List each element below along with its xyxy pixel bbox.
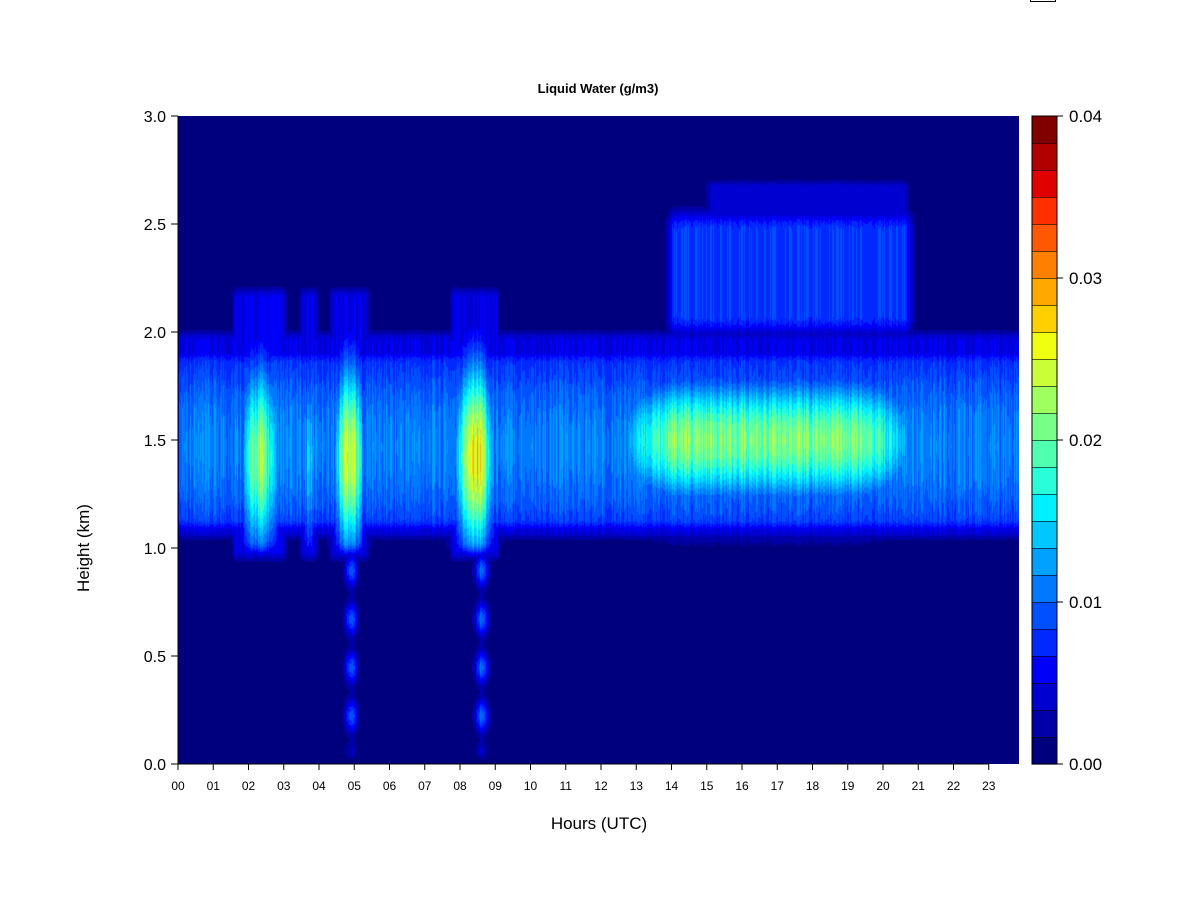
y-tick-label: 0.0 <box>144 757 166 774</box>
colorbar: 0.00 0.01 0.02 0.03 0.04 <box>1031 107 1102 774</box>
x-tick-label: 11 <box>560 779 573 793</box>
colorbar-tick-label: 0.04 <box>1069 107 1102 126</box>
chart-title: Liquid Water (g/m3) <box>538 81 659 96</box>
colorbar-segment <box>1031 682 1058 711</box>
colorbar-segment <box>1031 115 1058 144</box>
colorbar-segment <box>1031 331 1058 360</box>
y-tick-label: 0.5 <box>144 649 166 666</box>
plot-area <box>178 116 1019 764</box>
colorbar-segment <box>1031 223 1058 252</box>
colorbar-segment <box>1031 412 1058 441</box>
x-tick-label: 01 <box>207 779 221 793</box>
x-tick-label: 21 <box>912 779 926 793</box>
x-tick-label: 17 <box>771 779 785 793</box>
y-tick-label: 2.0 <box>144 325 166 342</box>
x-axis-title: Hours (UTC) <box>551 814 647 833</box>
corner-mark <box>1030 0 1056 2</box>
x-tick-label: 22 <box>947 779 961 793</box>
colorbar-segment <box>1031 250 1058 279</box>
x-tick-label: 07 <box>418 779 432 793</box>
y-tick-label: 1.5 <box>144 433 166 450</box>
colorbar-segment <box>1031 277 1058 306</box>
heatmap-field <box>178 116 1019 764</box>
x-tick-label: 18 <box>806 779 820 793</box>
x-axis: 00 01 02 03 04 05 06 07 08 09 10 11 12 13 14 15 16 17 18 19… <box>171 763 996 793</box>
x-tick-label: 14 <box>665 779 679 793</box>
colorbar-segment <box>1031 547 1058 576</box>
colorbar-segment <box>1031 169 1058 198</box>
colorbar-segment <box>1031 574 1058 603</box>
x-tick-label: 10 <box>524 779 538 793</box>
colorbar-segment <box>1031 439 1058 468</box>
colorbar-tick-label: 0.02 <box>1069 431 1102 450</box>
colorbar-segment <box>1031 520 1058 549</box>
colorbar-segment <box>1031 385 1058 414</box>
colorbar-segment <box>1031 655 1058 684</box>
x-tick-label: 13 <box>630 779 644 793</box>
colorbar-segment <box>1031 142 1058 171</box>
x-tick-label: 02 <box>242 779 256 793</box>
colorbar-tick-label: 0.03 <box>1069 269 1102 288</box>
x-tick-label: 06 <box>383 779 397 793</box>
y-tick-label: 2.5 <box>144 217 166 234</box>
x-tick-label: 16 <box>735 779 749 793</box>
colorbar-segment <box>1031 628 1058 657</box>
x-tick-label: 23 <box>982 779 996 793</box>
colorbar-segment <box>1031 736 1058 765</box>
x-tick-label: 19 <box>841 779 855 793</box>
colorbar-tick-label: 0.00 <box>1069 755 1102 774</box>
colorbar-segment <box>1031 709 1058 738</box>
x-tick-label: 09 <box>489 779 503 793</box>
x-tick-label: 05 <box>348 779 362 793</box>
colorbar-tick-label: 0.01 <box>1069 593 1102 612</box>
colorbar-segment <box>1031 601 1058 630</box>
colorbar-segment <box>1031 196 1058 225</box>
x-tick-label: 12 <box>594 779 608 793</box>
colorbar-segment <box>1031 493 1058 522</box>
x-tick-label: 00 <box>171 779 185 793</box>
x-tick-label: 20 <box>876 779 890 793</box>
colorbar-segment <box>1031 304 1058 333</box>
colorbar-segment <box>1031 358 1058 387</box>
colorbar-segment <box>1031 466 1058 495</box>
y-tick-label: 3.0 <box>144 109 166 126</box>
y-axis-title: Height (km) <box>74 504 93 592</box>
x-tick-label: 03 <box>277 779 291 793</box>
y-tick-label: 1.0 <box>144 541 166 558</box>
x-tick-label: 04 <box>312 779 326 793</box>
y-axis: 0.0 0.5 1.0 1.5 2.0 2.5 3.0 <box>144 109 179 774</box>
x-tick-label: 08 <box>453 779 467 793</box>
x-tick-label: 15 <box>700 779 714 793</box>
